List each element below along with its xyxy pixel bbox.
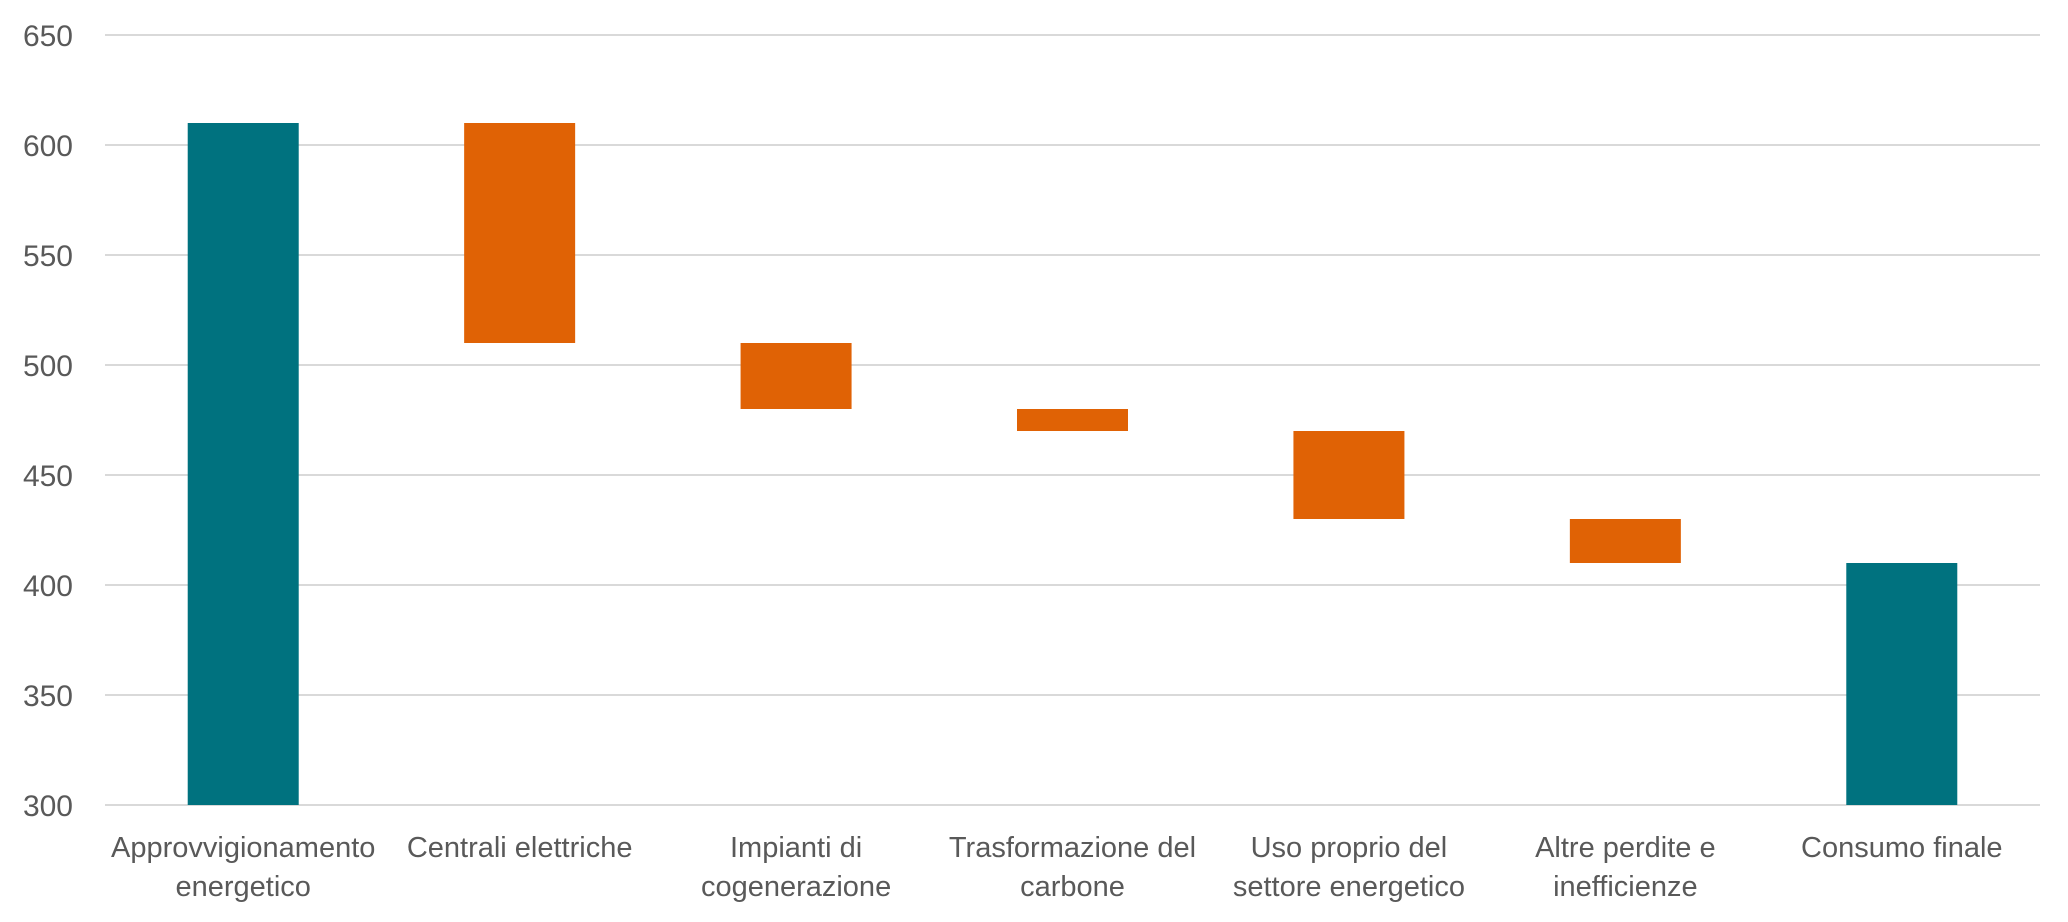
y-tick-label: 600: [23, 130, 73, 163]
category-label-line: inefficienze: [1553, 871, 1698, 903]
decrease-bar: [1017, 409, 1128, 431]
category-label: Consumo finale: [1801, 832, 2003, 864]
y-axis-tick-labels: 300 350 400 450 500 550 600 650: [23, 20, 73, 823]
decrease-bar: [1293, 431, 1405, 519]
category-label-line: Impianti di: [730, 832, 862, 864]
category-label-line: Centrali elettriche: [407, 832, 633, 864]
category-label-line: Altre perdite e: [1535, 832, 1716, 864]
category-label-line: carbone: [1020, 871, 1125, 903]
y-tick-label: 350: [23, 680, 73, 713]
total-bar: [1846, 563, 1958, 805]
decrease-bar: [464, 123, 576, 343]
category-label: Approvvigionamento energetico: [111, 832, 375, 903]
category-label: Uso proprio del settore energetico: [1233, 832, 1465, 903]
category-label: Centrali elettriche: [407, 832, 633, 864]
y-tick-label: 650: [23, 20, 73, 53]
y-tick-label: 550: [23, 240, 73, 273]
x-axis-category-labels: Approvvigionamento energetico Centrali ele…: [111, 832, 2003, 903]
decrease-bar: [1569, 519, 1681, 563]
category-label-line: Uso proprio del: [1251, 832, 1448, 864]
category-label: Trasformazione del carbone: [949, 832, 1196, 903]
decrease-bar: [740, 343, 852, 409]
category-label-line: energetico: [175, 871, 310, 903]
gridlines: [105, 34, 2040, 806]
category-label-line: Trasformazione del: [949, 832, 1196, 864]
y-tick-label: 500: [23, 350, 73, 383]
category-label-line: cogenerazione: [701, 871, 891, 903]
category-label-line: Consumo finale: [1801, 832, 2003, 864]
y-tick-label: 400: [23, 570, 73, 603]
category-label-line: Approvvigionamento: [111, 832, 375, 864]
category-label-line: settore energetico: [1233, 871, 1465, 903]
y-tick-label: 300: [23, 790, 73, 823]
category-label: Altre perdite e inefficienze: [1535, 832, 1716, 903]
total-bar: [187, 123, 299, 805]
category-label: Impianti di cogenerazione: [701, 832, 891, 903]
bars: [187, 123, 1958, 805]
y-tick-label: 450: [23, 460, 73, 493]
